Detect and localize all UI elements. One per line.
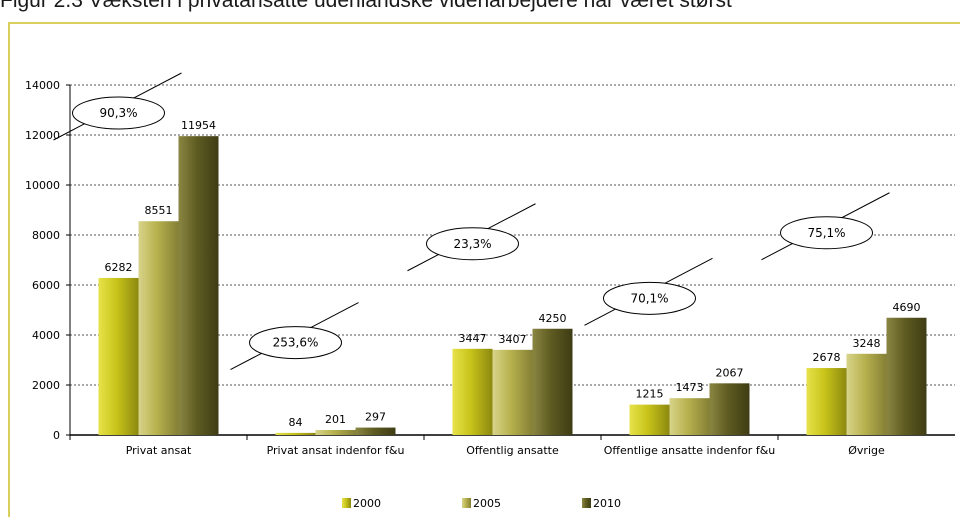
- growth-annotations: 90,3% 253,6% 23,3% 70,1% 75,1%: [53, 72, 890, 371]
- data-label: 297: [365, 411, 386, 424]
- data-label: 201: [325, 413, 346, 426]
- y-tick-label: 6000: [32, 279, 60, 292]
- bar-2010: [532, 328, 573, 435]
- growth-annotation: 75,1%: [761, 192, 890, 261]
- legend-swatch-2010: [582, 498, 591, 508]
- y-tick-label: 10000: [25, 179, 60, 192]
- bar-2000: [275, 432, 316, 435]
- bar-2010: [886, 317, 927, 435]
- data-label: 6282: [105, 261, 133, 274]
- data-label: 3248: [853, 337, 881, 350]
- growth-label: 90,3%: [99, 106, 137, 120]
- growth-annotation: 70,1%: [584, 257, 713, 326]
- data-label: 1215: [636, 388, 664, 401]
- y-tick-label: 14000: [25, 79, 60, 92]
- growth-label: 253,6%: [273, 336, 319, 350]
- category-label: Offentlige ansatte indenfor f&u: [604, 444, 776, 457]
- data-label: 4690: [893, 301, 921, 314]
- annotation-ellipse: [249, 326, 342, 360]
- data-label: 4250: [539, 312, 567, 325]
- category-label: Privat ansat: [126, 444, 192, 457]
- category-label: Offentlig ansatte: [466, 444, 559, 457]
- annotation-ellipse: [72, 96, 165, 130]
- bar-2005: [315, 429, 356, 435]
- y-tick-label: 12000: [25, 129, 60, 142]
- y-tick-label: 8000: [32, 229, 60, 242]
- bar-2005: [492, 349, 533, 435]
- bar-2010: [178, 136, 219, 435]
- annotation-ellipse: [603, 281, 696, 315]
- bar-2000: [98, 277, 139, 435]
- data-label: 3407: [499, 333, 527, 346]
- legend-swatch-2000: [342, 498, 351, 508]
- data-label: 11954: [181, 119, 216, 132]
- data-label: 1473: [676, 381, 704, 394]
- legend-label: 2000: [353, 497, 381, 510]
- category-label: Øvrige: [848, 444, 885, 457]
- chart-frame: [8, 22, 960, 517]
- growth-label: 75,1%: [807, 226, 845, 240]
- bar-2000: [806, 368, 847, 435]
- y-tick-label: 2000: [32, 379, 60, 392]
- growth-label: 23,3%: [453, 237, 491, 251]
- data-label: 2678: [813, 351, 841, 364]
- bar-2005: [138, 221, 179, 435]
- figure-caption: Figur 2.3 Væksten i privatansatte udenla…: [0, 0, 732, 12]
- growth-annotation: 253,6%: [230, 302, 359, 371]
- bar-2010: [355, 427, 396, 435]
- category-label: Privat ansat indenfor f&u: [267, 444, 405, 457]
- data-label: 3447: [459, 332, 487, 345]
- y-tick-label: 0: [53, 429, 60, 442]
- bar-2010: [709, 383, 750, 435]
- data-label: 84: [289, 416, 303, 429]
- bar-2000: [452, 348, 493, 435]
- annotation-ellipse: [780, 216, 873, 250]
- growth-label: 70,1%: [630, 291, 668, 305]
- data-label: 2067: [716, 366, 744, 379]
- growth-annotation: 23,3%: [407, 203, 536, 272]
- growth-annotation: 90,3%: [53, 72, 182, 141]
- bar-2005: [846, 353, 887, 435]
- bars: 6282 8551 11954 84 201 297 3447 3407 4250 1215 147…: [98, 119, 927, 435]
- legend-swatch-2005: [462, 498, 471, 508]
- legend-label: 2005: [473, 497, 501, 510]
- legend-label: 2010: [593, 497, 621, 510]
- bar-2000: [629, 404, 670, 435]
- annotation-ellipse: [426, 227, 519, 261]
- data-label: 8551: [145, 204, 173, 217]
- y-tick-label: 4000: [32, 329, 60, 342]
- bar-2005: [669, 398, 710, 435]
- legend: 2000 2005 2010: [342, 497, 621, 510]
